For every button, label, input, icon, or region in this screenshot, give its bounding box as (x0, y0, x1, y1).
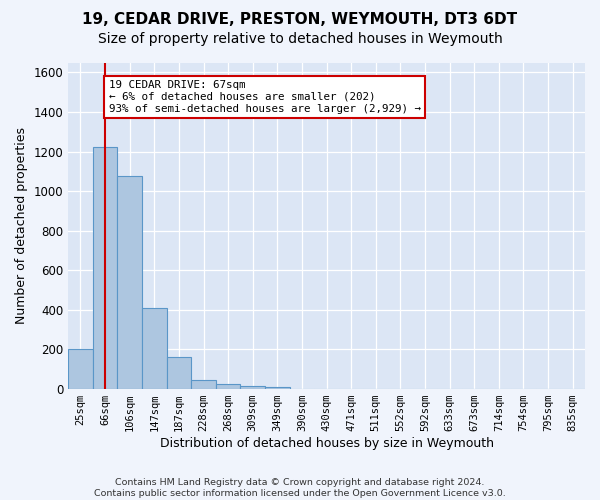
Bar (265, 386, 290, 389)
Bar (68, 348, 93, 389)
Text: 19, CEDAR DRIVE, PRESTON, WEYMOUTH, DT3 6DT: 19, CEDAR DRIVE, PRESTON, WEYMOUTH, DT3 … (82, 12, 518, 28)
X-axis label: Distribution of detached houses by size in Weymouth: Distribution of detached houses by size … (160, 437, 494, 450)
Bar (118, 176, 142, 389)
Bar (167, 358, 191, 389)
Text: Contains HM Land Registry data © Crown copyright and database right 2024.
Contai: Contains HM Land Registry data © Crown c… (94, 478, 506, 498)
Bar (216, 384, 241, 389)
Bar (142, 308, 167, 389)
Bar (191, 380, 216, 389)
Bar (241, 386, 265, 389)
Text: Size of property relative to detached houses in Weymouth: Size of property relative to detached ho… (98, 32, 502, 46)
Text: 19 CEDAR DRIVE: 67sqm
← 6% of detached houses are smaller (202)
93% of semi-deta: 19 CEDAR DRIVE: 67sqm ← 6% of detached h… (109, 80, 421, 114)
Bar (93, 146, 118, 389)
Y-axis label: Number of detached properties: Number of detached properties (15, 128, 28, 324)
